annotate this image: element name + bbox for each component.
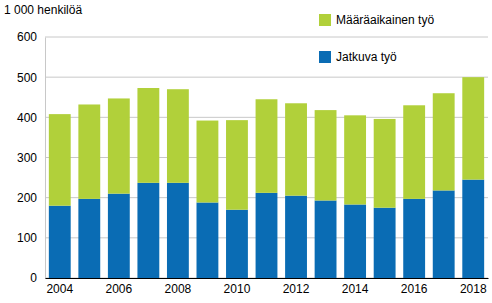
bar xyxy=(108,98,130,193)
bars xyxy=(49,77,484,278)
bar xyxy=(433,93,455,190)
bar xyxy=(285,196,307,278)
x-axis: 2004 2006 2008 2010 2012 2014 2016 2018 xyxy=(46,278,489,296)
y-axis: 0 100 200 300 400 500 600 xyxy=(17,30,46,285)
y-tick-label: 600 xyxy=(17,30,37,44)
y-tick: 400 xyxy=(17,111,45,125)
y-tick-label: 0 xyxy=(30,271,37,285)
x-tick: 2008 xyxy=(165,278,192,296)
x-tick: 2010 xyxy=(224,278,251,296)
x-tick-label: 2008 xyxy=(165,282,192,296)
bar xyxy=(167,89,189,183)
y-tick: 100 xyxy=(17,231,45,245)
y-tick: 600 xyxy=(17,30,45,44)
legend-swatch xyxy=(319,14,331,26)
plot: 0100200300400500600200420062008201020122… xyxy=(17,30,489,295)
y-tick: 300 xyxy=(17,151,45,165)
x-tick-label: 2014 xyxy=(342,282,369,296)
bar xyxy=(49,206,71,278)
legend-label: Määräaikainen työ xyxy=(336,13,434,27)
x-tick: 2018 xyxy=(460,278,487,296)
bar xyxy=(315,200,337,278)
bar xyxy=(137,183,159,278)
bar xyxy=(462,77,484,179)
bar xyxy=(108,194,130,278)
bar xyxy=(374,208,396,278)
bar xyxy=(433,190,455,278)
chart-container: 0100200300400500600200420062008201020122… xyxy=(0,0,492,303)
x-tick: 2006 xyxy=(105,278,132,296)
bar xyxy=(78,199,100,278)
x-tick-label: 2004 xyxy=(46,282,73,296)
x-tick-label: 2018 xyxy=(460,282,487,296)
x-tick: 2004 xyxy=(46,278,73,296)
bar xyxy=(403,199,425,278)
bar xyxy=(197,121,219,203)
bar xyxy=(78,104,100,198)
bar xyxy=(256,99,278,193)
bar xyxy=(285,103,307,195)
x-tick-label: 2010 xyxy=(224,282,251,296)
bar xyxy=(344,204,366,278)
y-tick-label: 100 xyxy=(17,231,37,245)
x-tick-label: 2006 xyxy=(105,282,132,296)
y-axis-title: 1 000 henkilöä xyxy=(4,3,82,17)
bar xyxy=(462,180,484,278)
x-tick: 2016 xyxy=(401,278,428,296)
bar xyxy=(226,210,248,278)
bar xyxy=(226,120,248,210)
grid-line xyxy=(45,37,488,38)
bar xyxy=(197,202,219,278)
y-tick: 0 xyxy=(30,271,45,285)
y-tick-label: 500 xyxy=(17,71,37,85)
bar xyxy=(256,193,278,278)
y-tick-label: 300 xyxy=(17,151,37,165)
y-tick: 200 xyxy=(17,191,45,205)
y-axis-line xyxy=(45,38,46,279)
bar xyxy=(49,114,71,206)
x-tick-label: 2016 xyxy=(401,282,428,296)
bar xyxy=(344,115,366,204)
x-axis-line xyxy=(46,278,489,279)
bar xyxy=(403,105,425,199)
bar xyxy=(374,119,396,208)
chart: 0100200300400500600200420062008201020122… xyxy=(0,0,492,303)
y-tick-label: 400 xyxy=(17,111,37,125)
x-tick: 2012 xyxy=(283,278,310,296)
x-tick: 2014 xyxy=(342,278,369,296)
legend: Määräaikainen työ Jatkuva työ xyxy=(319,13,434,64)
bar xyxy=(137,88,159,183)
bar xyxy=(315,110,337,200)
grid xyxy=(45,37,488,278)
legend-label: Jatkuva työ xyxy=(336,50,397,64)
legend-swatch xyxy=(319,51,331,63)
grid-line xyxy=(45,77,488,78)
y-tick-label: 200 xyxy=(17,191,37,205)
x-tick-label: 2012 xyxy=(283,282,310,296)
y-tick: 500 xyxy=(17,71,45,85)
bar xyxy=(167,183,189,278)
